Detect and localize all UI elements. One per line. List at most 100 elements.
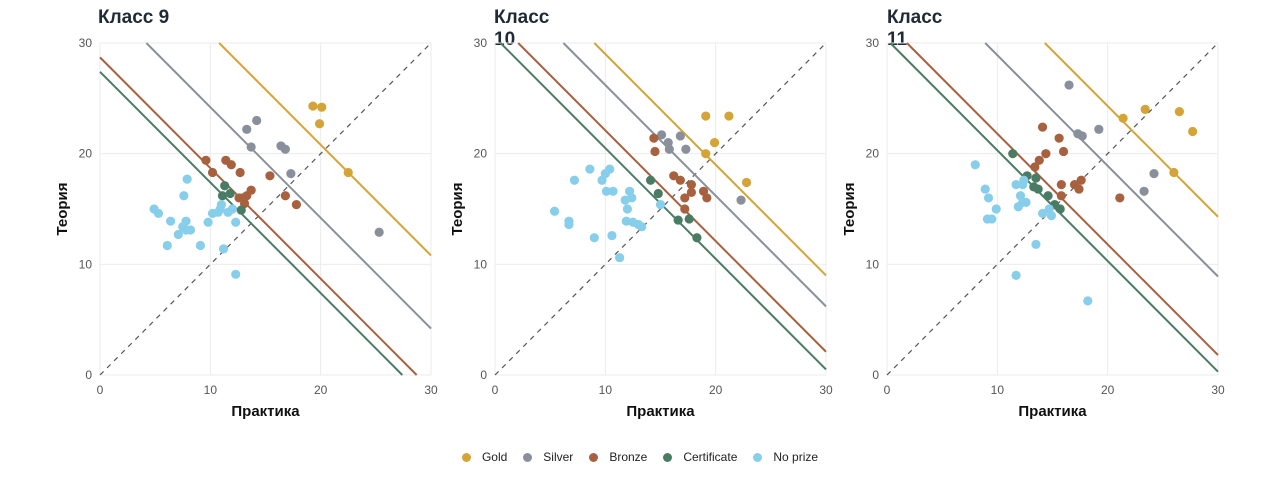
data-point-bronze — [1076, 175, 1086, 185]
panel-title: Класс 10 — [494, 7, 550, 50]
data-point-certificate — [684, 214, 694, 224]
y-tick-label: 0 — [480, 368, 487, 382]
data-point-silver — [664, 144, 674, 154]
data-point-certificate — [1055, 204, 1065, 214]
y-tick-label: 10 — [79, 257, 93, 271]
data-point-no-prize — [991, 204, 1001, 214]
x-tick-label: 30 — [819, 383, 833, 397]
data-point-bronze — [207, 167, 218, 178]
legend-label: Gold — [481, 450, 508, 464]
data-point-silver — [1077, 131, 1087, 141]
data-point-gold — [1174, 107, 1184, 117]
legend-marker — [663, 452, 673, 462]
data-point-no-prize — [231, 217, 241, 227]
data-point-gold — [701, 149, 711, 159]
data-point-no-prize — [182, 174, 192, 184]
data-point-bronze — [226, 160, 236, 170]
threshold-line-silver — [145, 42, 432, 330]
data-point-no-prize — [569, 175, 580, 185]
data-point-no-prize — [185, 225, 196, 235]
data-point-bronze — [265, 171, 275, 181]
data-point-bronze — [1058, 146, 1069, 157]
data-point-bronze — [1030, 162, 1040, 172]
diagonal-reference-line — [99, 42, 432, 376]
scatter-plot: 0 10 20 30 0 10 20 30 Практика Теория — [449, 36, 833, 420]
data-point-bronze — [680, 193, 690, 203]
data-point-certificate — [217, 191, 228, 201]
legend-item-no-prize: No prize — [753, 450, 818, 464]
data-point-bronze — [1054, 133, 1064, 143]
data-point-certificate — [236, 205, 246, 215]
data-point-silver — [1149, 168, 1159, 179]
legend-marker — [523, 452, 533, 462]
data-point-certificate — [1031, 173, 1041, 183]
data-point-certificate — [673, 215, 683, 225]
data-point-certificate — [1008, 149, 1018, 159]
legend-label: Certificate — [683, 450, 738, 464]
data-point-no-prize — [637, 222, 647, 232]
data-point-certificate — [645, 175, 656, 185]
y-axis-label: Теория — [841, 182, 858, 235]
x-tick-label: 0 — [492, 383, 499, 397]
threshold-line-silver — [562, 42, 827, 308]
data-point-bronze — [1037, 122, 1048, 132]
data-point-bronze — [675, 175, 685, 185]
data-point-certificate — [653, 188, 663, 199]
legend: Gold Silver Bronze Certificate No prize — [0, 450, 1280, 464]
x-tick-label: 30 — [1211, 383, 1225, 397]
data-point-certificate — [692, 233, 702, 243]
data-point-no-prize — [1037, 208, 1048, 219]
legend-item-certificate: Certificate — [663, 450, 737, 464]
y-tick-label: 0 — [85, 368, 92, 382]
data-point-no-prize — [627, 193, 637, 203]
data-point-gold — [1169, 167, 1179, 178]
threshold-line-bronze — [517, 42, 827, 353]
data-point-silver — [1139, 186, 1149, 196]
data-point-silver — [252, 115, 262, 126]
threshold-line-silver — [984, 42, 1219, 278]
legend-item-silver: Silver — [523, 450, 573, 464]
y-tick-label: 0 — [872, 368, 879, 382]
data-point-bronze — [1115, 193, 1125, 203]
y-tick-label: 30 — [866, 36, 880, 50]
data-point-no-prize — [166, 216, 176, 226]
y-tick-label: 30 — [474, 36, 488, 50]
data-point-silver — [681, 144, 691, 154]
data-point-silver — [675, 131, 685, 141]
x-tick-label: 20 — [314, 383, 328, 397]
data-point-no-prize — [1046, 211, 1056, 221]
legend-label: Silver — [543, 450, 574, 464]
data-point-gold — [1140, 104, 1150, 114]
legend-label: No prize — [773, 450, 819, 464]
legend-marker — [461, 452, 471, 462]
panel-title: Класс 9 — [98, 7, 170, 28]
data-point-silver — [242, 124, 252, 134]
data-point-certificate — [220, 181, 230, 191]
data-point-certificate — [225, 188, 235, 199]
data-point-bronze — [1056, 191, 1066, 201]
y-axis-label: Теория — [449, 182, 466, 235]
data-point-certificate — [1043, 191, 1053, 201]
data-point-no-prize — [218, 244, 229, 254]
x-tick-label: 10 — [991, 383, 1005, 397]
y-tick-label: 20 — [866, 147, 880, 161]
data-point-no-prize — [1011, 270, 1021, 280]
data-point-silver — [1064, 80, 1074, 90]
x-tick-label: 10 — [599, 383, 613, 397]
data-point-no-prize — [585, 164, 595, 174]
data-point-gold — [724, 111, 734, 121]
data-point-bronze — [669, 171, 679, 181]
data-point-silver — [374, 227, 384, 237]
panel-class-9: Класс 9 0 10 20 30 0 10 20 30 Практика Теория — [0, 0, 438, 430]
x-tick-label: 10 — [204, 383, 218, 397]
x-tick-label: 30 — [424, 383, 438, 397]
legend-marker — [589, 452, 599, 462]
threshold-line-certificate — [99, 71, 404, 376]
data-point-no-prize — [615, 253, 625, 263]
data-point-no-prize — [1011, 180, 1021, 190]
data-point-bronze — [291, 199, 301, 210]
data-point-bronze — [1034, 155, 1044, 165]
x-axis-label: Практика — [626, 403, 695, 420]
data-point-gold — [343, 167, 353, 178]
data-point-no-prize — [605, 164, 615, 174]
